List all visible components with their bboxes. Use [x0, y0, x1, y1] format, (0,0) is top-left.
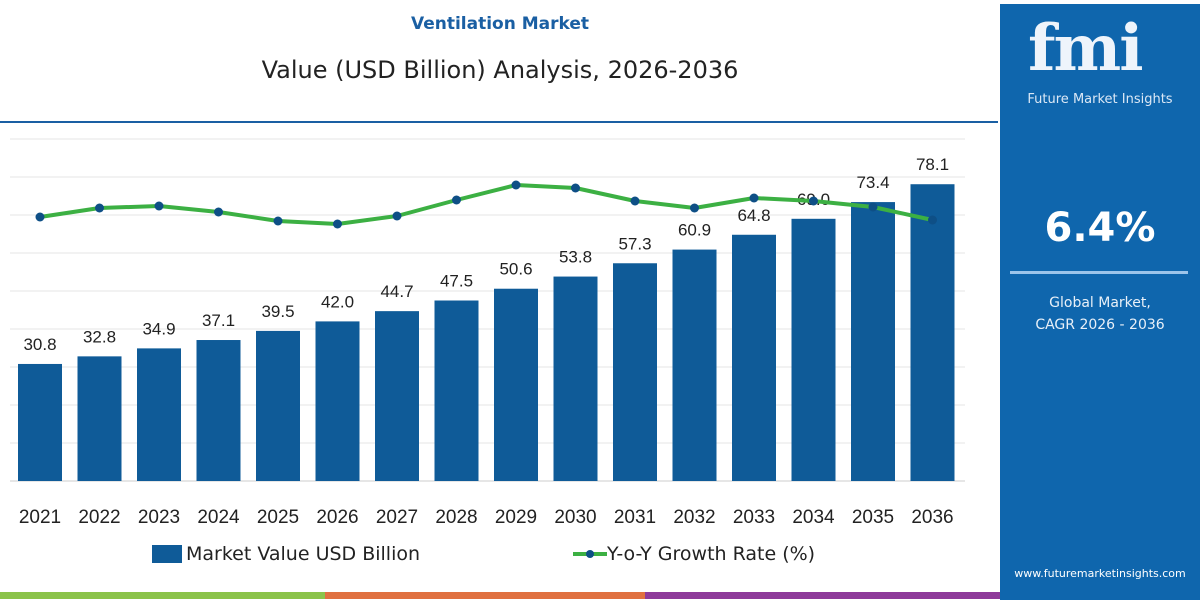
- bar-2029: [494, 288, 538, 481]
- cagr-label-line1: Global Market,: [1049, 295, 1151, 311]
- x-tick-2025: 2025: [257, 507, 299, 528]
- bar-2034: [791, 218, 836, 482]
- chart-area: 30.8 2021 32.8 2022 34.9 2023 37.1 2024 39.5 2025…: [10, 138, 965, 528]
- bar-label-2026: 42.0: [321, 292, 354, 311]
- bar-label-2021: 30.8: [23, 335, 56, 354]
- x-tick-2033: 2033: [733, 507, 775, 528]
- x-tick-2030: 2030: [554, 507, 596, 528]
- growth-point-2035: [868, 202, 878, 212]
- bar-2030: [553, 276, 598, 481]
- x-tick-2036: 2036: [911, 507, 953, 528]
- bar-2023: [137, 348, 181, 481]
- chart-title: Ventilation Market: [410, 14, 590, 34]
- panel-divider: [1010, 271, 1188, 274]
- growth-point-2032: [690, 203, 699, 213]
- legend-line-label: Y-o-Y Growth Rate (%): [607, 543, 816, 565]
- bar-label-2024: 37.1: [202, 311, 235, 330]
- bottom-strip-orange: [325, 592, 645, 599]
- bar-2021: [18, 363, 62, 481]
- growth-point-2027: [392, 211, 402, 221]
- x-tick-2026: 2026: [316, 507, 358, 528]
- growth-point-2025: [273, 216, 283, 226]
- bar-label-2029: 50.6: [499, 260, 532, 279]
- bar-label-2028: 47.5: [440, 272, 473, 291]
- x-tick-2024: 2024: [197, 507, 240, 528]
- side-panel: fmi Future Market Insights 6.4% Global M…: [1000, 0, 1200, 600]
- growth-point-2030: [571, 183, 580, 193]
- bar-2024: [196, 340, 241, 481]
- x-tick-2023: 2023: [138, 507, 180, 528]
- growth-point-2026: [333, 219, 342, 229]
- bar-2025: [256, 330, 300, 481]
- legend-line-swatch: [573, 550, 607, 558]
- growth-point-2022: [95, 203, 104, 213]
- bar-2022: [77, 356, 122, 481]
- cagr-label: Global Market, CAGR 2026 - 2036: [1000, 292, 1200, 336]
- growth-line: [39, 183, 933, 226]
- x-tick-2029: 2029: [495, 507, 537, 528]
- bar-2028: [434, 300, 479, 481]
- bar-label-2033: 64.8: [737, 206, 770, 225]
- bar-label-2030: 53.8: [559, 248, 592, 267]
- bottom-strip-green: [0, 592, 325, 599]
- legend-item-bar: Market Value USD Billion: [152, 543, 420, 565]
- growth-point-2028: [452, 195, 461, 205]
- panel-top-border: [1000, 0, 1200, 4]
- bar-2036: [910, 184, 955, 481]
- growth-point-2023: [154, 201, 164, 211]
- cagr-label-line2: CAGR 2026 - 2036: [1035, 317, 1165, 333]
- x-tick-2032: 2032: [673, 507, 715, 528]
- website-link[interactable]: www.futuremarketinsights.com: [1014, 567, 1186, 580]
- header-divider: [0, 121, 998, 123]
- bar-2031: [613, 263, 657, 481]
- bar-label-2027: 44.7: [380, 282, 413, 301]
- x-tick-2022: 2022: [78, 507, 120, 528]
- brand-name: Future Market Insights: [1027, 92, 1173, 107]
- growth-point-2034: [809, 196, 818, 206]
- legend-bar-swatch: [152, 545, 182, 563]
- growth-point-2024: [214, 207, 223, 217]
- legend-bar-label: Market Value USD Billion: [186, 543, 421, 565]
- bar-label-2031: 57.3: [618, 234, 651, 253]
- bar-2033: [732, 234, 776, 481]
- bar-label-2035: 73.4: [856, 173, 889, 192]
- bar-2035: [851, 202, 895, 481]
- bar-2027: [375, 311, 419, 481]
- growth-point-2036: [928, 215, 937, 225]
- bar-label-2032: 60.9: [678, 221, 711, 240]
- growth-point-2029: [511, 180, 521, 190]
- bar-label-2022: 32.8: [83, 327, 116, 346]
- x-tick-2031: 2031: [614, 507, 656, 528]
- fmi-logo: fmi: [1028, 11, 1144, 86]
- legend-item-line: Y-o-Y Growth Rate (%): [573, 543, 815, 565]
- bottom-strip-purple: [645, 592, 1000, 599]
- growth-point-2033: [749, 193, 759, 203]
- bar-2026: [315, 321, 360, 481]
- bar-label-2025: 39.5: [261, 302, 294, 321]
- x-tick-2021: 2021: [19, 507, 61, 528]
- bar-2032: [672, 249, 717, 481]
- x-tick-2028: 2028: [435, 507, 477, 528]
- x-tick-2027: 2027: [376, 507, 418, 528]
- bar-label-2036: 78.1: [916, 155, 949, 174]
- growth-point-2031: [630, 196, 640, 206]
- growth-point-2021: [35, 212, 45, 222]
- x-tick-2034: 2034: [792, 507, 835, 528]
- x-tick-2035: 2035: [852, 507, 894, 528]
- bar-label-2023: 34.9: [142, 319, 175, 338]
- cagr-value: 6.4%: [1044, 205, 1156, 251]
- chart-subtitle: Value (USD Billion) Analysis, 2026-2036: [261, 56, 739, 84]
